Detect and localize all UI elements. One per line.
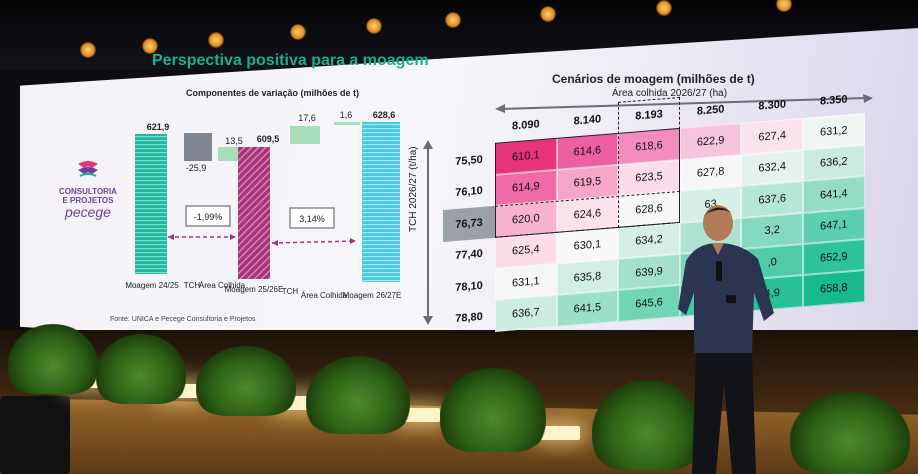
- matrix-cell: 625,4: [495, 232, 557, 269]
- bar-tch-2: [290, 126, 320, 144]
- area-axis-arrow-icon: [495, 94, 873, 113]
- row-header: 76,73: [443, 205, 495, 242]
- matrix-cell: 641,4: [802, 176, 865, 213]
- row-header: 78,10: [455, 279, 483, 294]
- stage-light: [80, 42, 96, 58]
- matrix-cell: 652,9: [802, 239, 865, 276]
- matrix-cell: 627,4: [741, 118, 803, 155]
- change-label-1: -1,99%: [194, 212, 223, 222]
- matrix-cell: 632,4: [741, 149, 803, 187]
- fern-plant: [440, 368, 546, 452]
- change-box-2: [289, 207, 335, 229]
- stage-light: [366, 18, 382, 34]
- bar-tch-1: [184, 133, 212, 161]
- change-label-2: 3,14%: [299, 214, 325, 224]
- column-header: 8.350: [820, 93, 848, 108]
- fern-plant: [96, 334, 186, 404]
- tch-axis-arrow-icon: [423, 140, 433, 325]
- row-header: 75,50: [455, 153, 483, 169]
- bar-label: Moagem 26/27E: [343, 291, 402, 300]
- fern-plant: [790, 392, 910, 474]
- bar-label: Moagem 24/25: [125, 281, 179, 290]
- matrix-cell: 631,1: [495, 263, 557, 301]
- stage-light: [776, 0, 792, 12]
- row-header: 78,80: [455, 310, 483, 326]
- scenario-matrix: 8.090 8.140 8.193 8.250 8.300 8.350 75,50 610,1…: [443, 80, 885, 336]
- bar-moagem-2425: [135, 134, 167, 274]
- area-axis-label: Área colhida 2026/27 (ha): [612, 88, 728, 99]
- matrix-cell: 630,1: [556, 227, 619, 264]
- matrix-cell: 627,8: [679, 154, 742, 192]
- pecege-logo-mark-icon: [78, 161, 98, 177]
- value-label: 1,6: [340, 110, 353, 120]
- logo-line-2: E PROJETOS: [62, 196, 114, 205]
- bar-area-2: [334, 122, 360, 125]
- value-label: 628,6: [373, 110, 396, 120]
- matrix-cell: 641,5: [556, 290, 619, 327]
- floor-monitor-speaker: [0, 396, 70, 474]
- stage-light: [540, 6, 556, 22]
- matrix-cell: 639,9: [618, 253, 680, 291]
- fern-plant: [592, 380, 702, 470]
- matrix-cell: 634,2: [618, 222, 680, 259]
- value-label: 621,9: [147, 122, 170, 132]
- source-note: Fonte: UNICA e Pecege Consultoria e Proj…: [110, 316, 256, 323]
- bar-moagem-2526: [238, 147, 270, 279]
- bar-label: Moagem 25/26E: [225, 285, 284, 294]
- footlight: [540, 426, 580, 440]
- waterfall-subtitle: Componentes de variação (milhões de t): [186, 88, 360, 98]
- bar-label: TCH: [184, 281, 201, 290]
- matrix-cell: 636,7: [495, 295, 557, 332]
- column-header: 8.250: [696, 103, 725, 118]
- matrix-cell: 645,6: [618, 285, 680, 322]
- value-label: -25,9: [186, 163, 207, 173]
- stage-light: [290, 24, 306, 40]
- column-header: 8.090: [512, 117, 540, 133]
- tch-axis-label: TCH 2026/27 (t/ha): [408, 146, 419, 232]
- fern-plant: [8, 324, 98, 394]
- bar-label: TCH: [282, 287, 299, 296]
- change-box-1: [185, 205, 231, 227]
- matrix-cell: 635,8: [556, 258, 619, 296]
- stage-light: [142, 38, 158, 54]
- presenter: [678, 205, 774, 474]
- fern-plant: [306, 356, 410, 434]
- stage-light: [208, 32, 224, 48]
- value-label: 609,5: [257, 134, 280, 144]
- bar-label: Área Colhida: [301, 291, 348, 300]
- matrix-corner: [443, 112, 495, 148]
- value-label: 17,6: [298, 113, 316, 123]
- bar-moagem-2627: [362, 122, 400, 282]
- fern-plant: [196, 346, 296, 416]
- matrix-cell: 647,1: [802, 207, 865, 244]
- matrix-cell: 631,2: [802, 113, 865, 150]
- slide-title: Perspectiva positiva para a moagem: [152, 52, 429, 69]
- matrix-title: Cenários de moagem (milhões de t): [552, 72, 755, 86]
- stage-light: [445, 12, 461, 28]
- value-label: 13,5: [225, 136, 243, 146]
- bar-label: Área Colhida: [199, 281, 246, 290]
- logo-wordmark: pecege: [65, 204, 111, 220]
- waterfall-chart: 621,9 -25,9 13,5 609,5 17,6 1,6 628,6 -1…: [125, 110, 402, 300]
- row-header: 77,40: [455, 248, 483, 263]
- stage-light: [656, 0, 672, 16]
- pecege-logo: CONSULTORIA E PROJETOS pecege: [48, 158, 128, 219]
- matrix-cell: 622,9: [679, 123, 742, 160]
- row-header: 76,10: [455, 185, 483, 200]
- matrix-cell: 636,2: [802, 144, 865, 182]
- column-header: 8.140: [573, 112, 602, 128]
- matrix-cell: 658,8: [802, 270, 865, 307]
- column-header: 8.300: [758, 98, 786, 113]
- footlight: [400, 408, 440, 422]
- logo-line-1: CONSULTORIA: [59, 187, 117, 196]
